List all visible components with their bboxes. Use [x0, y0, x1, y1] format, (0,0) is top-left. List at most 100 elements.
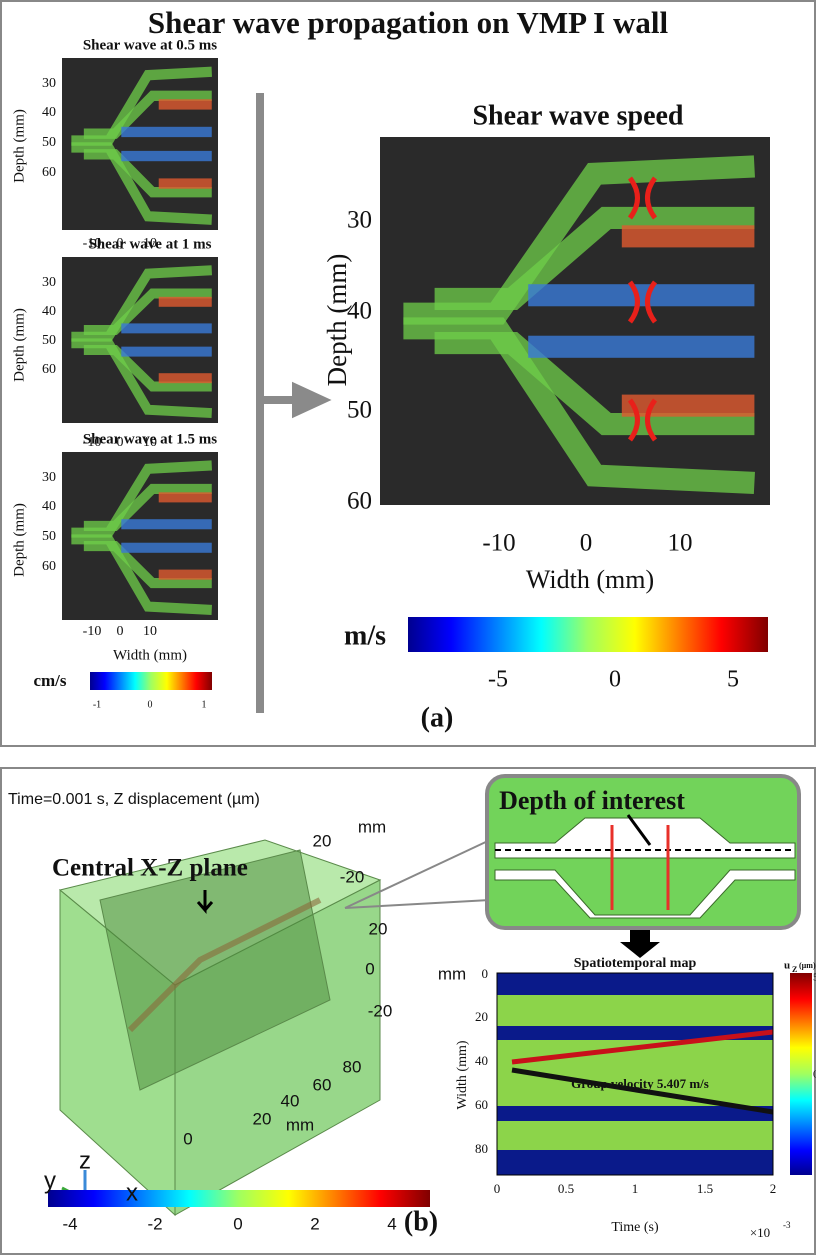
y-tick-label: 50 — [42, 529, 56, 544]
axis-triad-label: x — [126, 1179, 138, 1206]
y-tick-label: 40 — [42, 105, 56, 120]
y-tick-label: 40 — [347, 298, 372, 325]
colorbar-tick: 0 — [233, 1214, 242, 1233]
x-tick-label: -10 — [83, 624, 102, 639]
multiplier: ×10 — [750, 1225, 770, 1240]
x-axis-label: Time (s) — [611, 1220, 659, 1235]
axis-tick-label: -20 — [368, 1001, 393, 1020]
small-image — [62, 452, 218, 620]
y-tick-label: 30 — [347, 207, 372, 234]
x-tick-label: -10 — [482, 530, 515, 557]
arrow — [264, 388, 322, 412]
arrow — [620, 930, 660, 958]
spatiotemporal-map — [497, 973, 773, 1175]
map-colorbar — [790, 973, 812, 1175]
small-colorbar — [90, 672, 212, 690]
axis-tick-label: 60 — [313, 1075, 332, 1094]
divider — [256, 93, 264, 713]
small-image — [62, 58, 218, 230]
y-tick-label: 80 — [475, 1141, 488, 1156]
y-tick-label: 0 — [482, 966, 489, 981]
axis-tick-label: 20 — [253, 1109, 272, 1128]
x-tick-label: 1 — [632, 1181, 639, 1196]
y-tick-label: 30 — [42, 275, 56, 290]
x-tick-label: 10 — [668, 530, 693, 557]
figure: Shear wave propagation on VMP I wallShea… — [0, 0, 816, 1255]
plane-label: Central X-Z plane — [52, 855, 248, 882]
colorbar-unit: m/s — [344, 620, 386, 651]
axis-tick-label: -20 — [340, 867, 365, 886]
axis-tick-label: 0 — [183, 1129, 192, 1148]
colorbar-tick: 0 — [609, 667, 621, 693]
y-tick-label: 30 — [42, 76, 56, 91]
large-image — [380, 137, 770, 505]
x-tick-label: 0 — [117, 624, 124, 639]
axis-tick-label: 40 — [281, 1091, 300, 1110]
x-tick-label: 10 — [143, 624, 157, 639]
axis-tick-label: 0 — [365, 959, 374, 978]
axis-triad-label: z — [79, 1147, 91, 1174]
axis-triad-label: y — [44, 1167, 56, 1194]
colorbar — [48, 1190, 430, 1207]
multiplier-exponent: -3 — [783, 1220, 791, 1230]
y-axis-label: Width (mm) — [455, 1040, 470, 1109]
colorbar-tick: 2 — [310, 1214, 319, 1233]
colorbar-label: Z — [792, 965, 797, 974]
colorbar-tick: 0 — [148, 699, 153, 710]
y-tick-label: 20 — [475, 1009, 488, 1024]
y-tick-label: 40 — [42, 499, 56, 514]
axis-tick-label: mm — [438, 964, 466, 983]
subplot-title: Shear wave at 1 ms — [88, 236, 211, 252]
subplot-title: Shear wave at 0.5 ms — [83, 37, 217, 53]
y-tick-label: 40 — [475, 1053, 488, 1068]
colorbar-tick: -5 — [488, 667, 508, 693]
colorbar-tick: 1 — [202, 699, 207, 710]
y-tick-label: 60 — [42, 165, 56, 180]
axis-tick-label: mm — [358, 817, 386, 836]
subplot-title: Shear wave speed — [472, 100, 683, 131]
model-3d — [60, 840, 380, 1215]
y-tick-label: 60 — [347, 488, 372, 515]
inset-title: Depth of interest — [499, 786, 685, 815]
x-axis-label: Width (mm) — [526, 565, 654, 594]
x-tick-label: 2 — [770, 1181, 777, 1196]
annotation: Group velocity 5.407 m/s — [571, 1076, 709, 1091]
colorbar-label: (µm) — [799, 961, 816, 970]
x-tick-label: 0 — [580, 530, 593, 557]
y-tick-label: 60 — [42, 559, 56, 574]
colorbar-tick: -2 — [147, 1214, 162, 1233]
axis-tick-label: 80 — [343, 1057, 362, 1076]
panel-label: (a) — [421, 702, 454, 733]
colorbar-unit: cm/s — [33, 671, 66, 690]
y-tick-label: 40 — [42, 304, 56, 319]
y-tick-label: 60 — [42, 362, 56, 377]
colorbar — [408, 617, 768, 652]
header: Time=0.001 s, Z displacement (µm) — [8, 791, 260, 808]
y-axis-label: Depth (mm) — [11, 308, 27, 382]
x-tick-label: 1.5 — [697, 1181, 713, 1196]
y-axis-label: Depth (mm) — [11, 109, 27, 183]
axis-tick-label: mm — [286, 1115, 314, 1134]
x-axis-label: Width (mm) — [113, 647, 187, 663]
colorbar-label: u — [784, 960, 790, 972]
panel-label: (b) — [404, 1206, 438, 1237]
x-tick-label: 0.5 — [558, 1181, 574, 1196]
axis-tick-label: 20 — [313, 831, 332, 850]
axis-tick-label: 20 — [369, 919, 388, 938]
x-tick-label: 0 — [494, 1181, 501, 1196]
map-title: Spatiotemporal map — [574, 956, 697, 971]
y-tick-label: 50 — [42, 333, 56, 348]
subplot-title: Shear wave at 1.5 ms — [83, 431, 217, 447]
colorbar-tick: -1 — [93, 699, 101, 710]
y-tick-label: 60 — [475, 1097, 488, 1112]
y-axis-label: Depth (mm) — [11, 503, 27, 577]
y-tick-label: 50 — [347, 397, 372, 424]
colorbar-tick: -4 — [62, 1214, 77, 1233]
connector — [345, 840, 490, 908]
y-tick-label: 30 — [42, 470, 56, 485]
title: Shear wave propagation on VMP I wall — [148, 5, 669, 40]
small-image — [62, 257, 218, 423]
colorbar-tick: 4 — [387, 1214, 396, 1233]
y-tick-label: 50 — [42, 135, 56, 150]
colorbar-tick: 5 — [727, 667, 739, 693]
